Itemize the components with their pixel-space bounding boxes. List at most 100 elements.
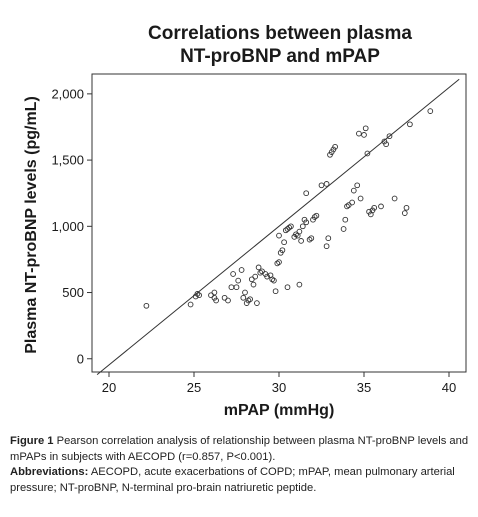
data-point (313, 212, 320, 219)
data-point (401, 210, 408, 216)
data-point (271, 277, 277, 284)
data-point (284, 284, 291, 291)
caption-abbreviations-paragraph: Abbreviations: AECOPD, acute exacerbatio… (10, 465, 472, 496)
data-point (403, 204, 410, 211)
data-point (386, 133, 393, 140)
data-point (288, 223, 294, 230)
data-point (299, 223, 306, 230)
data-point (303, 190, 310, 197)
data-point (286, 224, 293, 231)
chart-title-line-2: NT-proBNP and mPAP (180, 46, 380, 67)
caption-abbreviations-text: AECOPD, acute exacerbations of COPD; mPA… (10, 466, 455, 494)
data-point (357, 195, 364, 202)
x-axis-ticks: 20 25 30 35 40 (102, 372, 456, 395)
caption-figure-paragraph: Figure 1 Pearson correlation analysis of… (10, 434, 472, 465)
data-point (350, 187, 357, 194)
figure-caption: Figure 1 Pearson correlation analysis of… (10, 434, 472, 496)
data-point (254, 300, 260, 306)
x-tick-label: 35 (357, 380, 371, 395)
data-point (272, 288, 279, 295)
data-point (361, 132, 367, 138)
data-point (225, 297, 231, 304)
x-tick-label: 20 (102, 380, 116, 395)
y-tick-label: 500 (62, 285, 84, 300)
x-tick-label: 40 (442, 380, 456, 395)
data-point (407, 121, 413, 128)
data-point (211, 289, 218, 296)
data-point (356, 130, 362, 137)
data-point (340, 226, 347, 232)
y-tick-label: 2,000 (51, 86, 84, 101)
data-point (306, 236, 313, 243)
data-point (259, 268, 265, 275)
data-point (308, 235, 315, 242)
data-point (240, 294, 247, 301)
x-tick-label: 25 (187, 380, 201, 395)
data-point (247, 296, 253, 303)
data-point (371, 204, 378, 211)
data-point (242, 289, 248, 296)
caption-figure-label: Figure 1 (10, 435, 54, 447)
data-point (245, 297, 252, 304)
y-tick-label: 1,500 (51, 153, 84, 168)
data-point (298, 238, 304, 244)
data-point (233, 284, 240, 291)
data-points (143, 108, 434, 309)
y-tick-label: 0 (77, 351, 84, 366)
data-point (364, 150, 371, 157)
data-point (264, 273, 270, 280)
data-point (196, 292, 202, 299)
data-point (342, 216, 349, 223)
data-point (284, 226, 291, 232)
data-point (354, 182, 361, 189)
y-tick-label: 1,000 (51, 219, 84, 234)
data-point (362, 125, 369, 132)
data-point (230, 271, 236, 277)
data-point (213, 297, 219, 304)
reference-line (96, 78, 460, 376)
caption-abbreviations-label: Abbreviations: (10, 466, 89, 478)
reference-line-group (96, 78, 460, 376)
scatter-chart: 20 25 30 35 40 0 500 1,000 1,500 2,000 mPAP (mmH… (23, 73, 467, 419)
data-point (281, 239, 287, 246)
plot-frame (91, 73, 467, 373)
data-point (318, 182, 325, 189)
data-point (296, 228, 303, 235)
data-point (349, 199, 355, 206)
data-point (228, 284, 235, 291)
data-point (323, 243, 330, 250)
data-point (332, 143, 338, 150)
data-point (269, 276, 276, 283)
data-point (238, 267, 245, 273)
data-point (187, 301, 194, 308)
data-point (325, 235, 332, 242)
data-point (383, 141, 389, 148)
caption-figure-text: Pearson correlation analysis of relation… (10, 435, 469, 463)
data-point (250, 281, 257, 288)
data-point (279, 247, 286, 254)
data-point (276, 232, 282, 239)
data-point (276, 259, 282, 265)
data-point (323, 181, 330, 187)
data-point (221, 294, 228, 301)
data-point (274, 260, 281, 267)
data-point (194, 291, 201, 297)
x-axis-label: mPAP (mmHg) (224, 402, 335, 419)
data-point (427, 108, 434, 114)
y-axis-label: Plasma NT-proBNP levels (pg/mL) (23, 96, 40, 354)
y-axis-ticks: 0 500 1,000 1,500 2,000 (51, 86, 92, 366)
chart-title-line-1: Correlations between plasma (148, 23, 412, 44)
data-point (248, 276, 255, 283)
data-point (391, 195, 398, 202)
data-point (143, 302, 150, 309)
data-point (296, 281, 303, 288)
data-point (378, 203, 384, 210)
data-point (311, 214, 318, 220)
data-point (293, 231, 299, 238)
data-point (282, 227, 289, 234)
data-point (257, 269, 264, 276)
data-point (344, 203, 350, 210)
data-point (255, 264, 262, 271)
x-tick-label: 30 (272, 380, 286, 395)
data-point (235, 277, 242, 284)
